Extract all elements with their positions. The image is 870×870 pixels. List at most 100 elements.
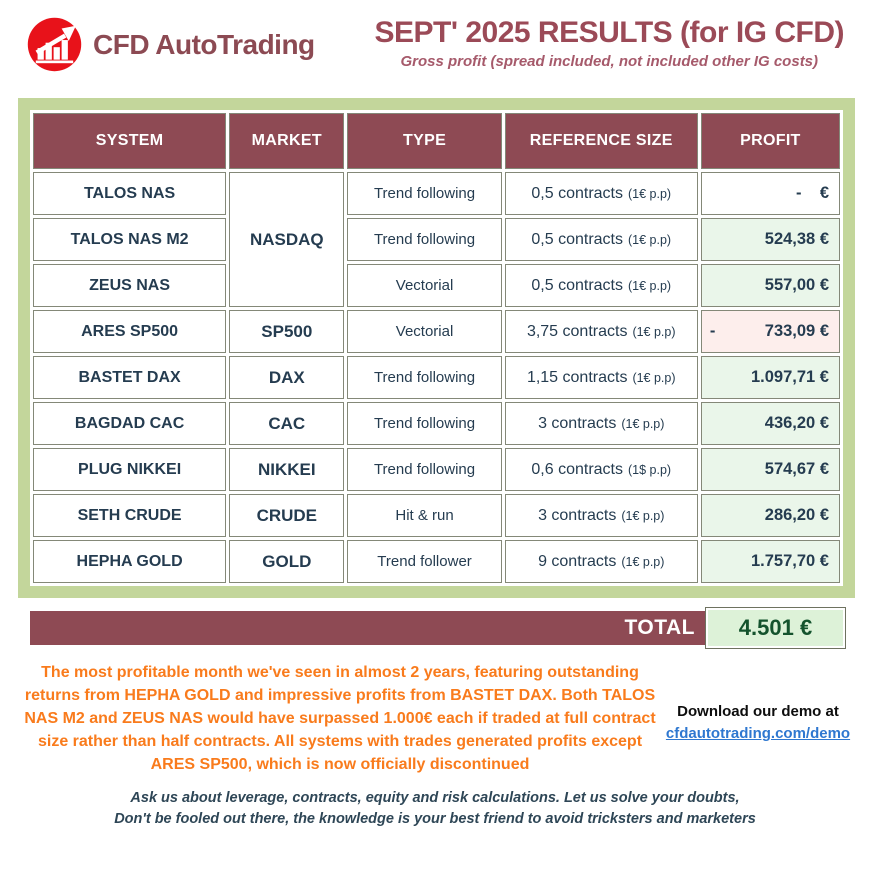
size-cell: 1,15 contracts (1€ p.p) (504, 356, 698, 399)
profit-value: 1.097,71 € (751, 368, 829, 386)
brand-name: CFD AutoTrading (93, 28, 315, 60)
profit-value: 574,67 € (764, 460, 829, 478)
size-value: 3 contracts (538, 414, 617, 432)
demo-link[interactable]: cfdautotrading.com/demo (665, 725, 851, 742)
market-cell: DAX (229, 356, 345, 399)
size-cell: 0,6 contracts (1$ p.p) (504, 448, 698, 491)
results-table-panel: SYSTEM MARKET TYPE REFERENCE SIZE PROFIT… (18, 98, 855, 598)
market-cell: GOLD (229, 540, 345, 583)
monthly-summary-text: The most profitable month we've seen in … (24, 664, 656, 773)
type-cell: Trend follower (347, 540, 502, 583)
page-header: CFD AutoTrading SEPT' 2025 RESULTS (for … (0, 0, 870, 96)
market-cell: NASDAQ (229, 172, 345, 307)
system-cell: BASTET DAX (33, 356, 227, 399)
total-row: TOTAL 4.501 € (30, 607, 846, 649)
market-cell: SP500 (229, 310, 345, 353)
size-cell: 0,5 contracts (1€ p.p) (504, 264, 698, 307)
table-row: BASTET DAX DAX Trend following 1,15 contrac… (33, 356, 840, 399)
profit-value: 1.757,70 € (751, 552, 829, 570)
size-value: 3,75 contracts (526, 322, 628, 340)
size-value: 0,5 contracts (531, 230, 623, 248)
results-table: SYSTEM MARKET TYPE REFERENCE SIZE PROFIT… (30, 110, 843, 586)
download-block: Download our demo at cfdautotrading.com/… (656, 701, 860, 745)
profit-value: 436,20 € (764, 414, 829, 432)
table-header-row: SYSTEM MARKET TYPE REFERENCE SIZE PROFIT (33, 113, 840, 169)
size-cell: 0,5 contracts (1€ p.p) (504, 172, 698, 215)
profit-value: 733,09 € (764, 322, 829, 340)
page-title: SEPT' 2025 RESULTS (for IG CFD) (374, 16, 845, 49)
table-row: ZEUS NAS Vectorial 0,5 contracts (1€ p.p) 55… (33, 264, 840, 307)
profit-value: 557,00 € (764, 276, 829, 294)
size-value: 0,6 contracts (531, 460, 623, 478)
profit-cell: 1.097,71 € (700, 356, 840, 399)
size-note: (1€ p.p) (628, 186, 672, 201)
size-value: 1,15 contracts (526, 368, 628, 386)
profit-value: 286,20 € (764, 506, 829, 524)
system-cell: BAGDAD CAC (33, 402, 227, 445)
profit-value: - € (795, 184, 829, 202)
system-cell: SETH CRUDE (33, 494, 227, 537)
size-note: (1€ p.p) (621, 416, 665, 431)
profit-value: 524,38 € (764, 230, 829, 248)
title-block: SEPT' 2025 RESULTS (for IG CFD) Gross pr… (375, 16, 846, 70)
size-note: (1$ p.p) (628, 462, 672, 477)
size-value: 9 contracts (538, 552, 617, 570)
profit-cell: 1.757,70 € (700, 540, 840, 583)
type-cell: Trend following (347, 402, 502, 445)
table-row: HEPHA GOLD GOLD Trend follower 9 contracts (… (33, 540, 840, 583)
total-label: TOTAL (624, 616, 695, 639)
type-cell: Vectorial (347, 264, 502, 307)
profit-cell: 286,20 € (700, 494, 840, 537)
size-cell: 3,75 contracts (1€ p.p) (504, 310, 698, 353)
size-cell: 3 contracts (1€ p.p) (504, 402, 698, 445)
system-cell: TALOS NAS M2 (33, 218, 227, 261)
system-cell: HEPHA GOLD (33, 540, 227, 583)
profit-cell: 574,67 € (700, 448, 840, 491)
footer-line-1: Ask us about leverage, contracts, equity… (130, 790, 740, 806)
page-footer: Ask us about leverage, contracts, equity… (0, 788, 870, 830)
table-row: BAGDAD CAC CAC Trend following 3 contracts (… (33, 402, 840, 445)
col-header-system: SYSTEM (33, 113, 227, 169)
profit-cell: - € (700, 172, 840, 215)
notes-section: The most profitable month we've seen in … (0, 645, 870, 776)
size-note: (1€ p.p) (632, 324, 676, 339)
profit-cell: - 733,09 € (700, 310, 840, 353)
size-note: (1€ p.p) (632, 370, 676, 385)
size-value: 0,5 contracts (531, 184, 623, 202)
profit-cell: 557,00 € (700, 264, 840, 307)
size-note: (1€ p.p) (621, 554, 665, 569)
size-value: 0,5 contracts (531, 276, 623, 294)
size-note: (1€ p.p) (628, 232, 672, 247)
profit-cell: 436,20 € (700, 402, 840, 445)
size-cell: 0,5 contracts (1€ p.p) (504, 218, 698, 261)
col-header-type: TYPE (347, 113, 502, 169)
type-cell: Vectorial (347, 310, 502, 353)
table-row: TALOS NAS NASDAQ Trend following 0,5 contra… (33, 172, 840, 307)
size-cell: 9 contracts (1€ p.p) (504, 540, 698, 583)
footer-line-2: Don't be fooled out there, the knowledge… (114, 811, 756, 827)
profit-cell: 524,38 € (700, 218, 840, 261)
page-subtitle: Gross profit (spread included, not inclu… (400, 53, 819, 70)
market-cell: NIKKEI (229, 448, 345, 491)
size-note: (1€ p.p) (628, 278, 672, 293)
col-header-market: MARKET (229, 113, 345, 169)
col-header-reference-size: REFERENCE SIZE (504, 113, 698, 169)
system-cell: ZEUS NAS (33, 264, 227, 307)
profit-negative-sign: - (709, 322, 716, 340)
brand: CFD AutoTrading (26, 16, 315, 73)
system-cell: ARES SP500 (33, 310, 227, 353)
brand-logo-icon (27, 17, 82, 72)
download-text: Download our demo at (677, 703, 839, 720)
table-row: PLUG NIKKEI NIKKEI Trend following 0,6 cont… (33, 448, 840, 491)
table-row: ARES SP500 SP500 Vectorial 3,75 contracts (1… (33, 310, 840, 353)
size-note: (1€ p.p) (621, 508, 665, 523)
type-cell: Hit & run (347, 494, 502, 537)
type-cell: Trend following (347, 172, 502, 215)
table-row: SETH CRUDE CRUDE Hit & run 3 contracts (1€ p… (33, 494, 840, 537)
size-value: 3 contracts (538, 506, 617, 524)
system-cell: TALOS NAS (33, 172, 227, 215)
table-row: TALOS NAS M2 Trend following 0,5 contracts… (33, 218, 840, 261)
type-cell: Trend following (347, 356, 502, 399)
size-cell: 3 contracts (1€ p.p) (504, 494, 698, 537)
type-cell: Trend following (347, 218, 502, 261)
